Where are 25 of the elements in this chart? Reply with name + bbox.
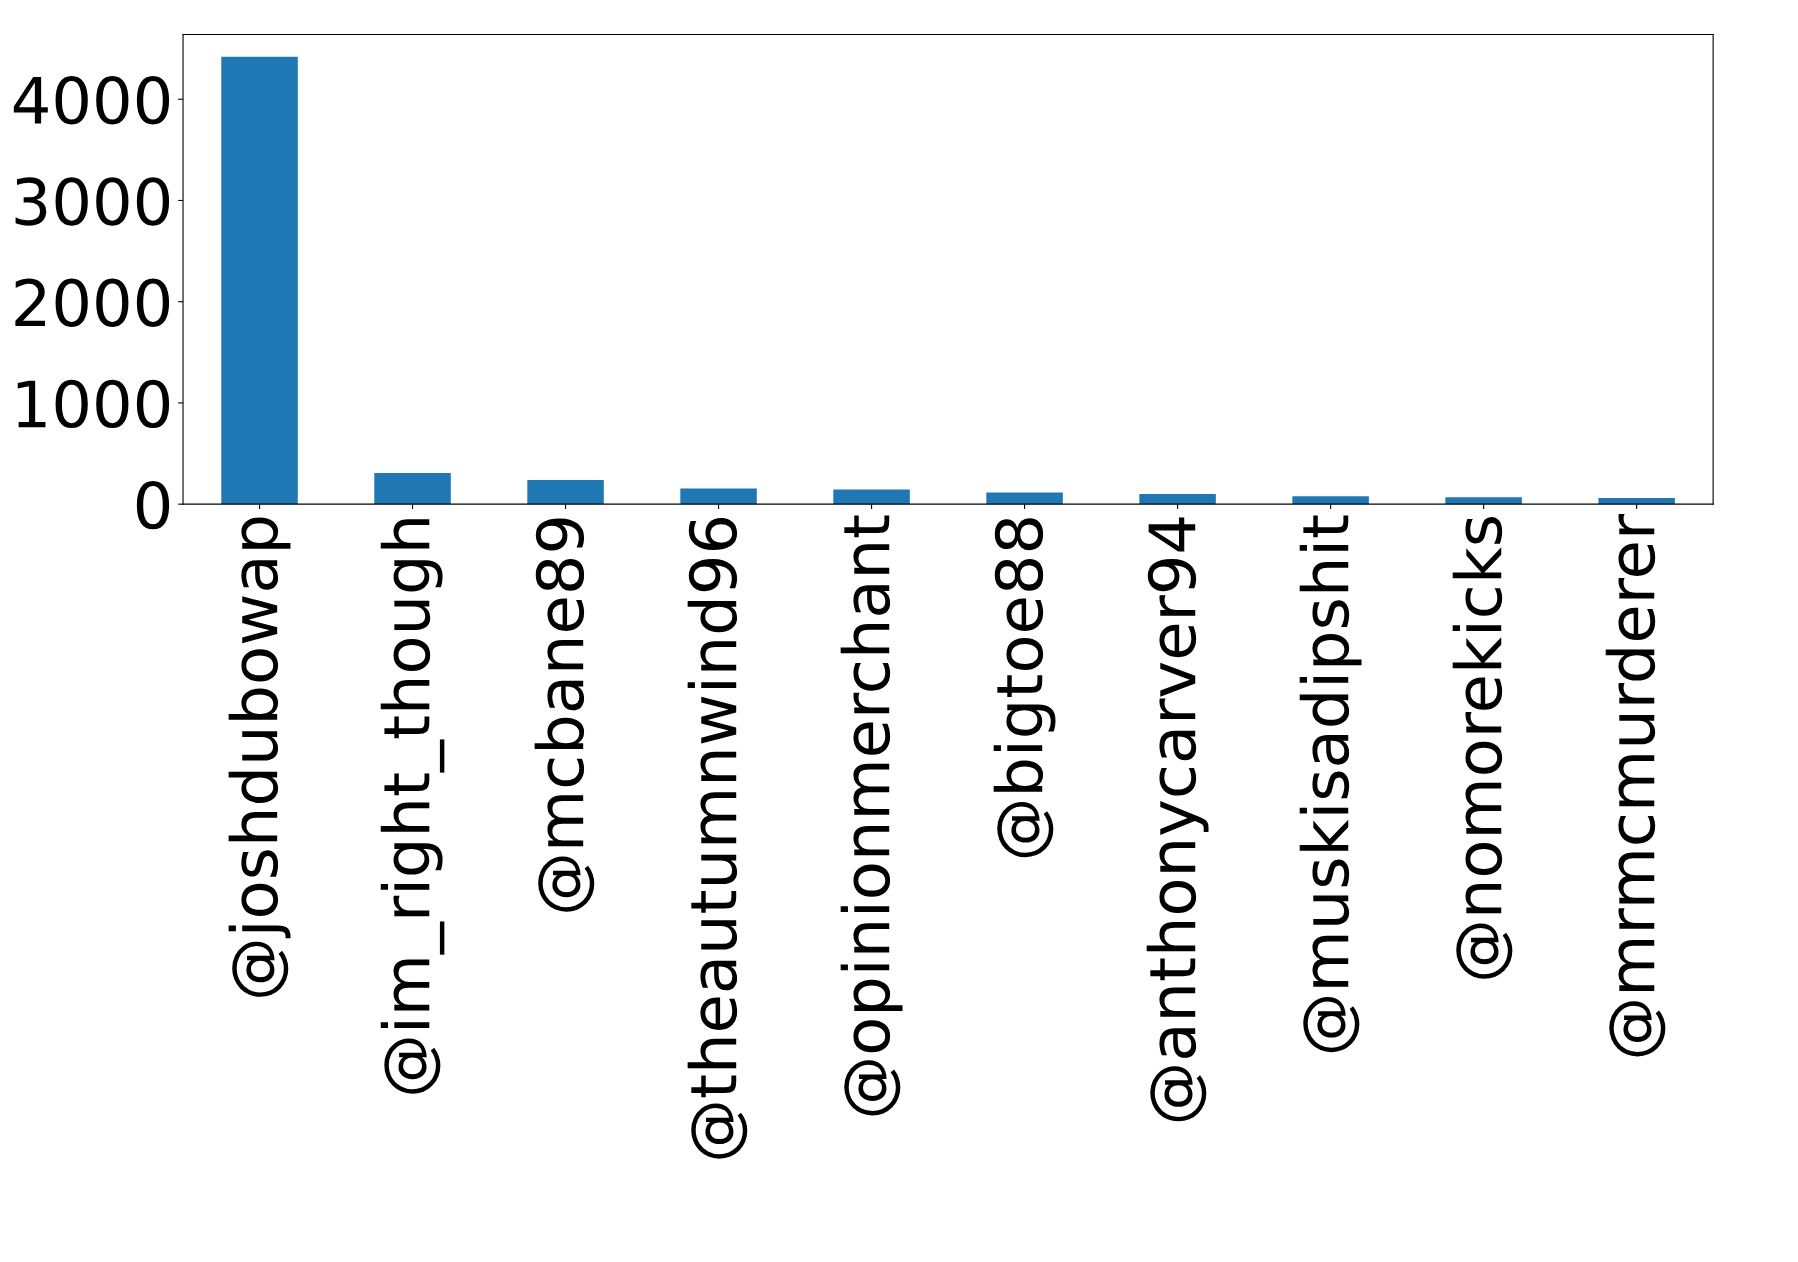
y-tick-label: 1000 [17,379,170,429]
bar [221,56,298,505]
x-tick-label: @bigtoe88 [993,518,1056,858]
x-tick-label: @im_right_though [380,519,445,1094]
x-tick-label: @muskisadipshit [1299,515,1362,1053]
bar [1445,497,1522,505]
y-tick-label: 2000 [15,278,170,327]
y-tick-label: 3000 [15,177,170,226]
x-tick-label: @nomorekicks [1452,517,1513,979]
bar [1292,496,1369,505]
bar [1139,494,1216,505]
bar [680,488,757,505]
bar [527,480,604,505]
y-tick-label: 4000 [13,76,170,125]
bar [374,472,451,505]
x-tick-label: @mcbane89 [534,518,595,912]
bar [1598,497,1675,505]
x-tick-label: @anthonycarver94 [1146,517,1209,1122]
y-tick-label: 0 [136,481,170,530]
x-tick-label: @opinionmerchant [840,515,903,1116]
bar [833,489,910,505]
bar [986,492,1063,505]
x-tick-label: @mrmcmurderer [1605,513,1666,1057]
x-tick-label: @joshdubowap [228,517,291,997]
x-tick-label: @theautumnwind96 [687,517,748,1159]
